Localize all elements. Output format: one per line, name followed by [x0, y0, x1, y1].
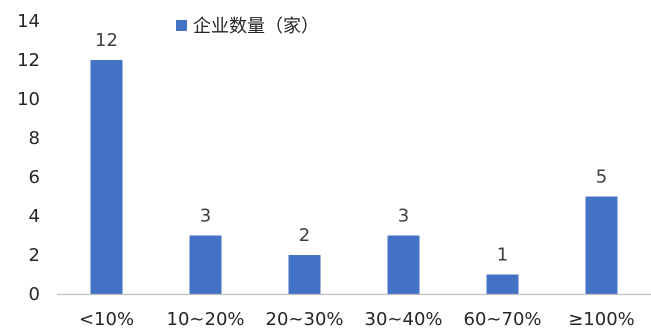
y-tick-label: 14	[17, 11, 40, 32]
data-label: 5	[596, 167, 607, 188]
y-axis-ticks: 0 2 4 6 8 10 12 14	[17, 11, 40, 305]
x-tick-label: ≥100%	[568, 309, 635, 329]
x-tick-label: 10~20%	[167, 309, 245, 329]
legend: 企业数量（家）	[176, 16, 319, 37]
x-axis-ticks: <10% 10~20% 20~30% 30~40% 60~70% ≥100%	[79, 309, 635, 329]
y-tick-label: 0	[29, 284, 40, 305]
bar	[90, 60, 123, 294]
data-label: 12	[95, 30, 118, 51]
y-tick-label: 4	[29, 206, 40, 227]
legend-label: 企业数量（家）	[193, 16, 319, 37]
data-label: 1	[497, 245, 508, 266]
data-label: 2	[299, 225, 310, 246]
bar	[387, 235, 420, 294]
x-tick-label: 60~70%	[464, 309, 542, 329]
bar	[189, 235, 222, 294]
y-tick-label: 10	[17, 89, 40, 110]
bar	[288, 255, 321, 294]
legend-swatch	[176, 20, 187, 31]
bars	[90, 60, 618, 294]
y-tick-label: 2	[29, 245, 40, 266]
x-tick-label: <10%	[79, 309, 134, 329]
data-labels: 12 3 2 3 1 5	[95, 30, 607, 266]
y-tick-label: 8	[29, 128, 40, 149]
x-tick-label: 30~40%	[365, 309, 443, 329]
y-tick-label: 6	[29, 167, 40, 188]
data-label: 3	[398, 206, 409, 227]
x-tick-label: 20~30%	[266, 309, 344, 329]
y-tick-label: 12	[17, 50, 40, 71]
bar	[585, 196, 618, 294]
bar	[486, 274, 519, 294]
data-label: 3	[200, 206, 211, 227]
